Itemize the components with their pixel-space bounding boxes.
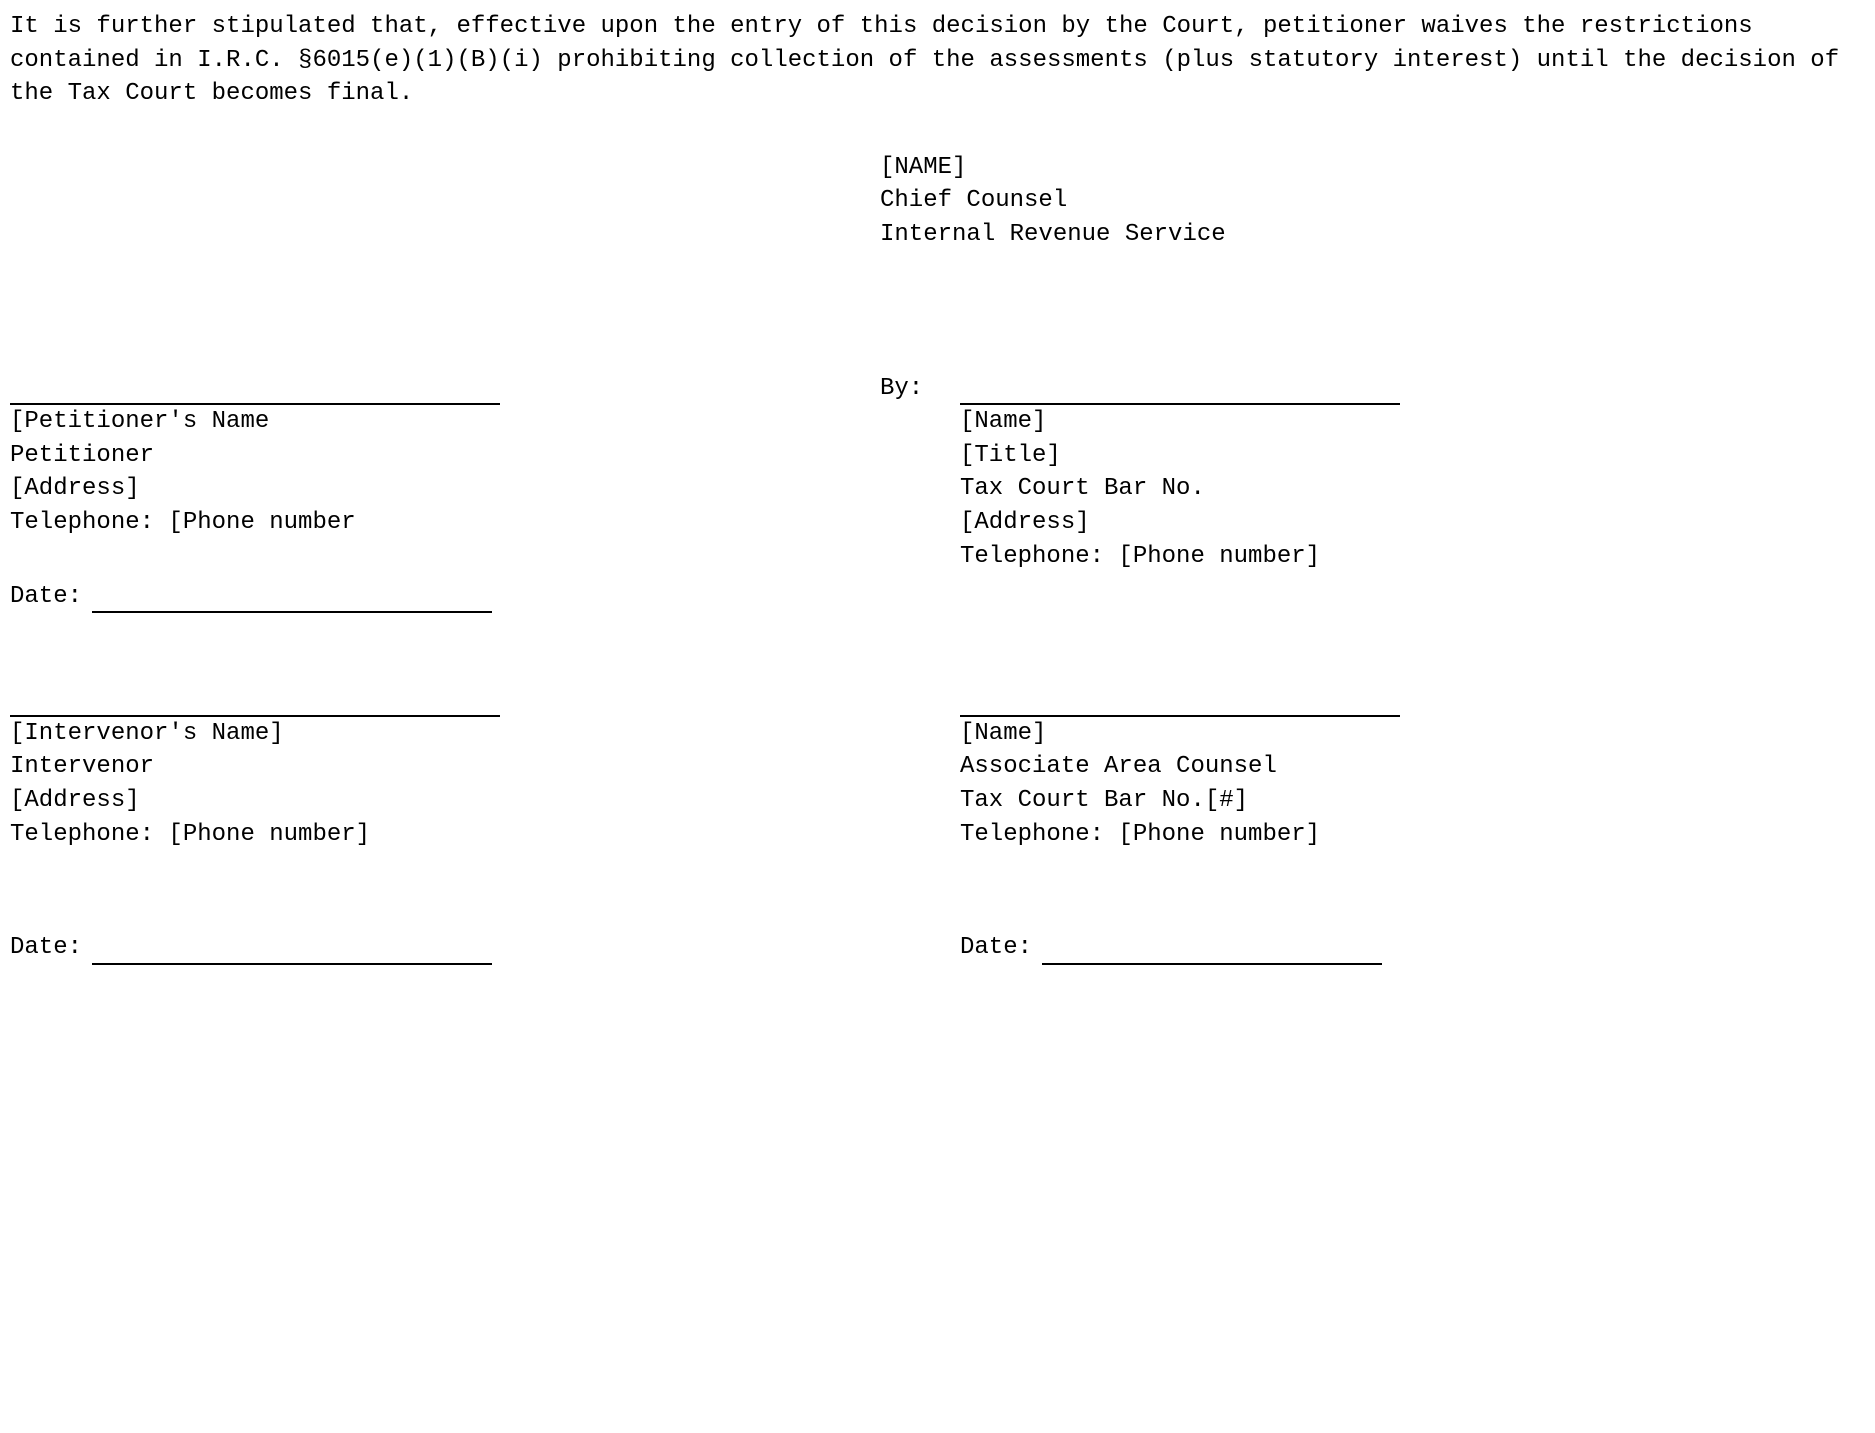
intervenor-name: [Intervenor's Name] bbox=[10, 717, 880, 751]
counsel1-title: [Title] bbox=[960, 439, 1865, 473]
counsel1-name: [Name] bbox=[960, 405, 1865, 439]
chief-counsel-block: [NAME] Chief Counsel Internal Revenue Se… bbox=[880, 151, 1865, 252]
petitioner-signature-line bbox=[10, 379, 500, 405]
petitioner-date-line bbox=[92, 587, 492, 613]
stipulation-paragraph: It is further stipulated that, effective… bbox=[10, 10, 1865, 111]
counsel2-name: [Name] bbox=[960, 717, 1865, 751]
intervenor-block: [Intervenor's Name] Intervenor [Address]… bbox=[10, 683, 880, 965]
petitioner-phone: Telephone: [Phone number bbox=[10, 506, 880, 540]
counsel1-bar: Tax Court Bar No. bbox=[960, 472, 1865, 506]
petitioner-address: [Address] bbox=[10, 472, 880, 506]
intervenor-role: Intervenor bbox=[10, 750, 880, 784]
date-label-2: Date: bbox=[10, 934, 82, 961]
petitioner-date-row: Date: bbox=[10, 580, 880, 614]
petitioner-role: Petitioner bbox=[10, 439, 880, 473]
counsel2-title: Associate Area Counsel bbox=[960, 750, 1865, 784]
counsel1-block: By: [Name] [Title] Tax Court Bar No. [Ad… bbox=[880, 372, 1865, 614]
counsel2-date-row: Date: bbox=[880, 931, 1865, 965]
intervenor-phone: Telephone: [Phone number] bbox=[10, 818, 880, 852]
intervenor-date-line bbox=[92, 938, 492, 964]
date-label-3: Date: bbox=[960, 934, 1032, 961]
counsel2-phone: Telephone: [Phone number] bbox=[960, 818, 1865, 852]
counsel1-signature-line bbox=[960, 379, 1400, 405]
counsel2-block: [Name] Associate Area Counsel Tax Court … bbox=[880, 683, 1865, 965]
intervenor-date-row: Date: bbox=[10, 931, 880, 965]
intervenor-signature-line bbox=[10, 690, 500, 716]
by-label: By: bbox=[880, 372, 960, 406]
counsel2-signature-line bbox=[960, 690, 1400, 716]
counsel1-address: [Address] bbox=[960, 506, 1865, 540]
chief-name: [NAME] bbox=[880, 151, 1865, 185]
petitioner-block: [Petitioner's Name Petitioner [Address] … bbox=[10, 372, 880, 614]
counsel2-bar: Tax Court Bar No.[#] bbox=[960, 784, 1865, 818]
chief-title-2: Internal Revenue Service bbox=[880, 218, 1865, 252]
petitioner-name: [Petitioner's Name bbox=[10, 405, 880, 439]
counsel2-date-line bbox=[1042, 938, 1382, 964]
date-label: Date: bbox=[10, 583, 82, 610]
signature-row-1: [Petitioner's Name Petitioner [Address] … bbox=[10, 372, 1865, 614]
counsel1-phone: Telephone: [Phone number] bbox=[960, 540, 1865, 574]
signature-row-2: [Intervenor's Name] Intervenor [Address]… bbox=[10, 683, 1865, 965]
intervenor-address: [Address] bbox=[10, 784, 880, 818]
chief-title-1: Chief Counsel bbox=[880, 184, 1865, 218]
